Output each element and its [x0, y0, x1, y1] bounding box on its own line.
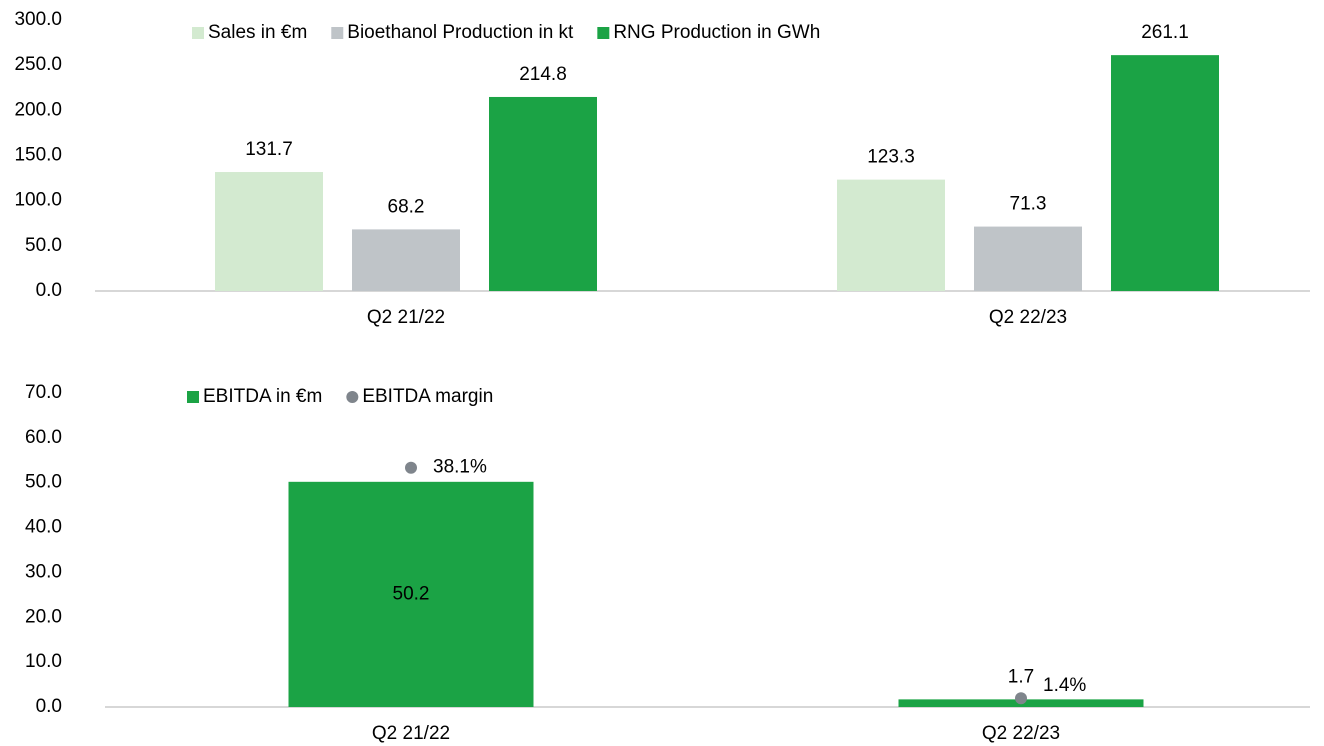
margin-dot: [405, 461, 417, 474]
bar: [489, 96, 597, 292]
legend-label: EBITDA margin: [362, 386, 493, 407]
legend-label: Bioethanol Production in kt: [347, 22, 574, 43]
y-tick-label: 300.0: [14, 9, 62, 30]
y-tick-label: 70.0: [25, 382, 62, 403]
y-tick-label: 20.0: [25, 606, 62, 627]
y-tick-label: 50.0: [25, 472, 62, 493]
y-tick-label: 10.0: [25, 651, 62, 672]
data-label: 214.8: [519, 64, 567, 85]
data-label: 1.4%: [1043, 675, 1086, 696]
legend-marker: [331, 27, 344, 39]
y-tick-label: 0.0: [36, 280, 62, 301]
bar: [837, 179, 945, 291]
bar: [215, 172, 323, 291]
legend-marker: [187, 391, 199, 403]
y-tick-label: 40.0: [25, 517, 62, 538]
y-tick-label: 50.0: [25, 235, 62, 256]
bar: [1111, 55, 1219, 292]
x-tick-label: Q2 22/23: [989, 307, 1067, 328]
data-label: 68.2: [388, 196, 425, 217]
legend-label: RNG Production in GWh: [613, 22, 820, 43]
data-label: 123.3: [867, 147, 915, 168]
data-label: 71.3: [1010, 194, 1047, 215]
bar: [974, 226, 1082, 291]
bar: [352, 229, 460, 291]
data-label: 261.1: [1141, 22, 1189, 43]
x-tick-label: Q2 21/22: [372, 723, 450, 744]
y-tick-label: 0.0: [36, 696, 62, 717]
data-label: 38.1%: [433, 457, 487, 478]
data-label: 50.2: [393, 583, 430, 604]
y-tick-label: 150.0: [14, 145, 62, 166]
legend-label: EBITDA in €m: [203, 386, 322, 407]
y-tick-label: 60.0: [25, 427, 62, 448]
legend-marker: [346, 391, 359, 403]
data-label: 1.7: [1008, 666, 1034, 687]
margin-dot: [1015, 692, 1027, 705]
x-tick-label: Q2 21/22: [367, 307, 445, 328]
y-tick-label: 200.0: [14, 99, 62, 120]
legend-label: Sales in €m: [208, 22, 307, 43]
x-tick-label: Q2 22/23: [982, 723, 1060, 744]
bar: [288, 481, 534, 707]
y-tick-label: 250.0: [14, 54, 62, 75]
y-tick-label: 100.0: [14, 190, 62, 211]
data-label: 131.7: [245, 139, 293, 160]
legend-marker: [192, 27, 204, 39]
y-tick-label: 30.0: [25, 561, 62, 582]
legend-marker: [597, 27, 610, 39]
